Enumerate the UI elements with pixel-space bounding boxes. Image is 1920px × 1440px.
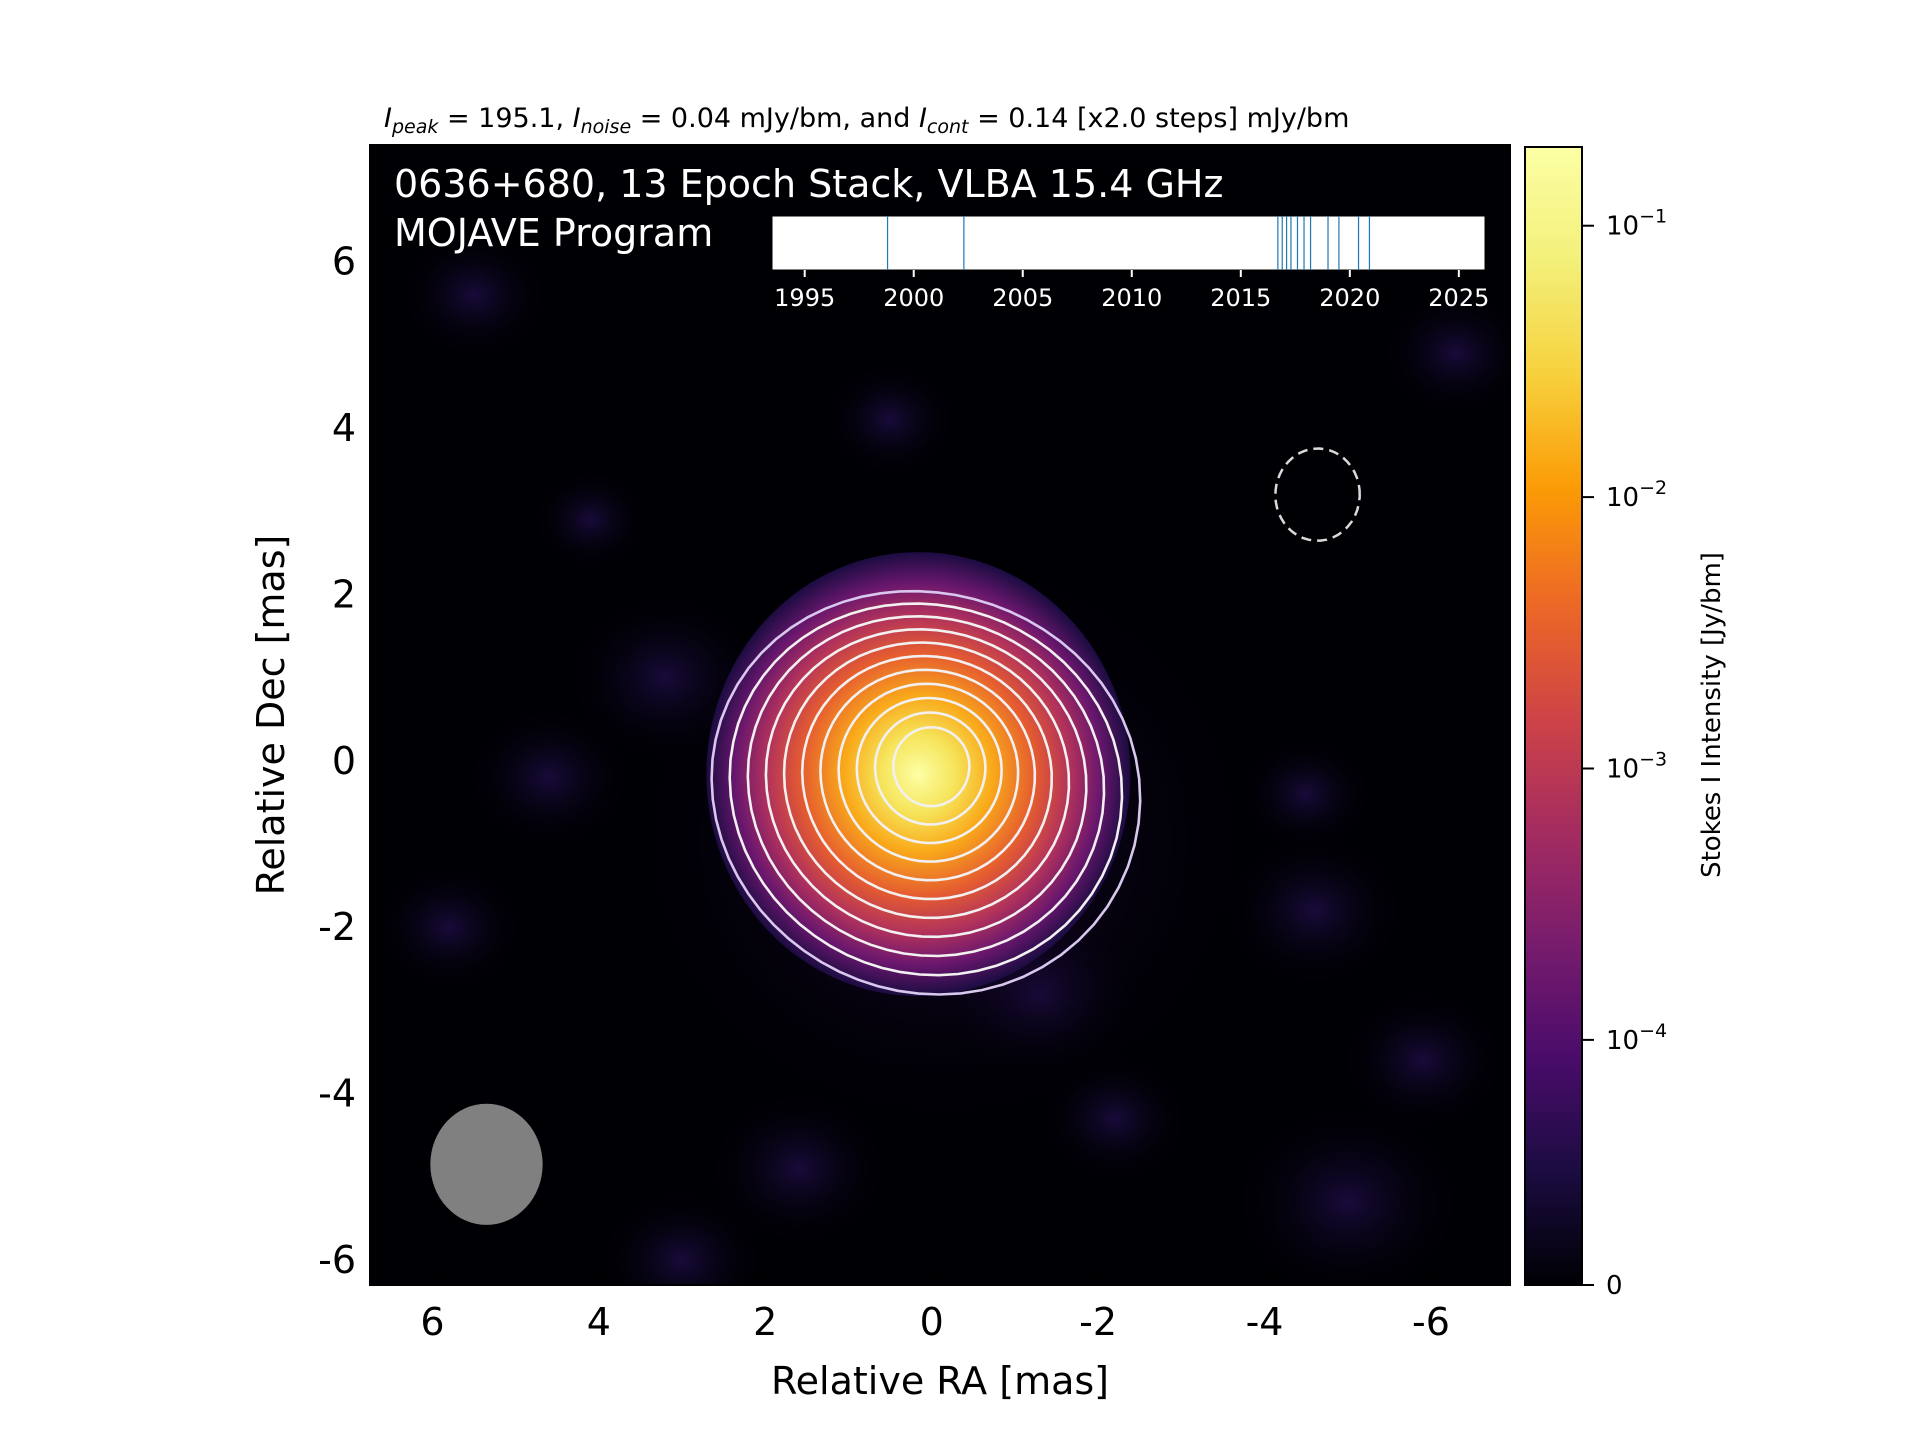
x-axis-label: Relative RA [mas] <box>771 1359 1109 1403</box>
contour-line <box>855 696 1003 845</box>
noise-blob <box>823 363 957 477</box>
inset-tick-label: 2025 <box>1428 284 1489 312</box>
contour-line <box>764 627 1088 939</box>
x-tick-label: 2 <box>753 1300 777 1344</box>
y-tick-label: 6 <box>332 239 356 283</box>
noise-blob <box>1239 737 1373 851</box>
contour-line <box>782 641 1071 920</box>
y-axis: 6 4 2 0 -2 -4 -6 <box>318 239 380 1282</box>
noise-blob <box>465 706 633 849</box>
epoch-lines <box>886 216 1371 270</box>
y-tick-label: 4 <box>332 406 356 450</box>
colorbar-tick-label: 10−4 <box>1606 1020 1667 1056</box>
inset-tick-label: 1995 <box>774 284 835 312</box>
contour-line <box>837 682 1020 863</box>
inset-tick-label: 2010 <box>1101 284 1162 312</box>
beam-ellipse <box>430 1103 543 1225</box>
inset-frame <box>771 215 1486 271</box>
colorbar: 10−1 10−2 10−3 10−4 0 Stokes I Intensity [Jy… <box>1524 146 1727 1301</box>
plot-subtitle: Ipeak = 195.1, Inoise = 0.04 mJy/bm, and… <box>384 103 1349 138</box>
colorbar-tick-label: 10−1 <box>1606 206 1667 242</box>
contour-line <box>873 711 987 826</box>
contour-line <box>892 725 971 808</box>
negative-contour <box>1274 447 1361 542</box>
colorbar-tick-label: 10−3 <box>1606 748 1667 784</box>
noise-blob <box>598 1189 766 1285</box>
contour-line <box>800 654 1054 901</box>
plot-frame <box>369 144 1511 1286</box>
y-tick-label: -6 <box>318 1238 356 1282</box>
colorbar-label: Stokes I Intensity [Jy/bm] <box>1697 552 1727 878</box>
noise-blob <box>707 1090 891 1247</box>
contour-line <box>728 602 1124 977</box>
inset-tick-label: 2000 <box>883 284 944 312</box>
intensity-map <box>370 145 1510 1285</box>
noise-blob <box>1231 1102 1465 1285</box>
inset-tick-label: 2005 <box>992 284 1053 312</box>
overlay-title-line1: 0636+680, 13 Epoch Stack, VLBA 15.4 GHz <box>394 162 1223 206</box>
noise-blob <box>1381 289 1510 417</box>
noise-blob <box>1339 989 1506 1132</box>
inset-axis: 1995 2000 2005 2010 2015 2020 2025 <box>774 270 1489 312</box>
noise-blob <box>399 231 549 359</box>
contour-line <box>746 614 1106 958</box>
x-tick-label: -2 <box>1079 1300 1117 1344</box>
contour-line <box>819 668 1037 882</box>
x-axis: 6 4 2 0 -2 -4 -6 <box>420 1275 1450 1344</box>
contour-lines <box>710 589 1142 996</box>
overlay-title-line2: MOJAVE Program <box>394 211 713 255</box>
y-tick-label: -2 <box>318 905 356 949</box>
x-tick-label: -6 <box>1412 1300 1450 1344</box>
y-axis-label: Relative Dec [mas] <box>249 535 293 896</box>
colorbar-fill <box>1525 147 1582 1285</box>
noise-blob <box>532 469 649 569</box>
source-emission <box>706 552 1131 997</box>
colorbar-frame <box>1524 146 1583 1286</box>
inset-tick-label: 2020 <box>1319 284 1380 312</box>
y-tick-label: 0 <box>332 739 356 783</box>
y-tick-label: -4 <box>318 1072 356 1116</box>
colorbar-ticks: 10−1 10−2 10−3 10−4 0 <box>1582 206 1667 1301</box>
y-tick-label: 2 <box>332 572 356 616</box>
epoch-timeline-inset: 1995 2000 2005 2010 2015 2020 2025 <box>771 215 1489 312</box>
noise-blob <box>1222 832 1406 989</box>
contour-line <box>710 589 1142 996</box>
x-tick-label: 6 <box>420 1300 444 1344</box>
inset-tick-label: 2015 <box>1210 284 1271 312</box>
colorbar-tick-label: 10−2 <box>1606 477 1667 513</box>
x-tick-label: -4 <box>1246 1300 1284 1344</box>
x-tick-label: 4 <box>587 1300 611 1344</box>
x-tick-label: 0 <box>920 1300 944 1344</box>
noise-blob <box>374 863 524 991</box>
colorbar-tick-label: 0 <box>1606 1271 1623 1301</box>
